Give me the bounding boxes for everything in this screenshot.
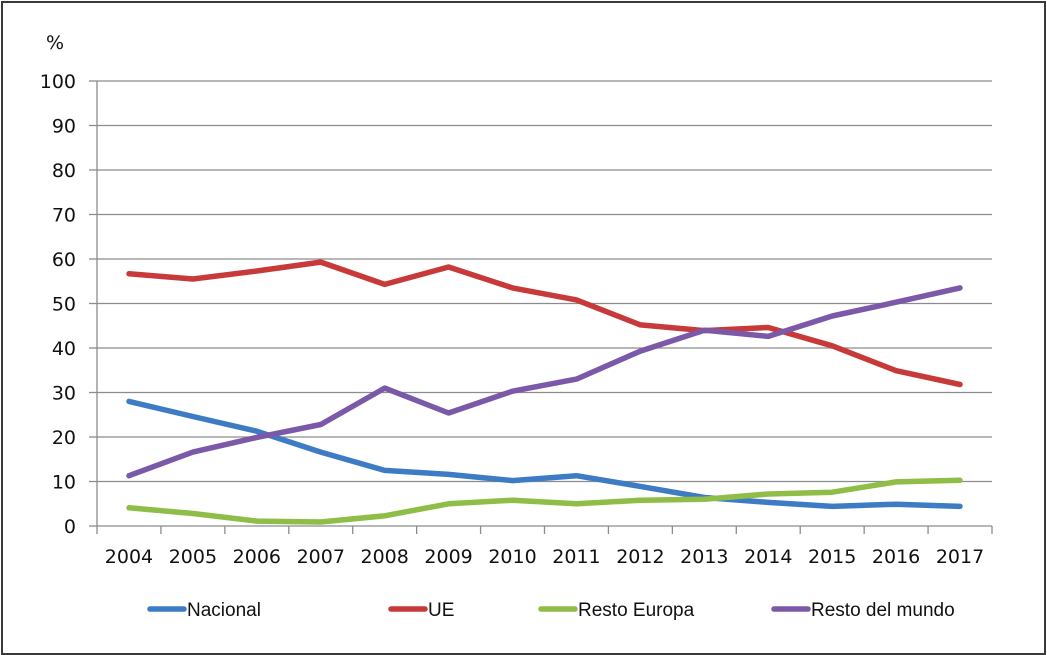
- x-tick-label: 2011: [552, 546, 600, 568]
- legend-label: Resto Europa: [578, 600, 695, 621]
- y-tick-label: 100: [40, 71, 76, 93]
- x-tick-label: 2009: [424, 546, 472, 568]
- y-tick-label: 0: [64, 516, 76, 538]
- y-tick-label: 80: [52, 160, 76, 182]
- series-lines: [126, 259, 963, 525]
- series-line-ue: [126, 259, 963, 388]
- legend-label: Nacional: [187, 600, 261, 621]
- y-tick-label: 40: [52, 338, 76, 360]
- x-tick-label: 2015: [808, 546, 856, 568]
- x-tick-label: 2013: [680, 546, 728, 568]
- legend-item-ue: UE: [388, 600, 454, 621]
- y-tick-label: 60: [52, 249, 76, 271]
- series-line-resto-europa: [126, 477, 963, 525]
- legend-item-resto-europa: Resto Europa: [538, 600, 695, 621]
- y-tick-label: 90: [52, 116, 76, 138]
- series-resto-del-mundo: [126, 285, 963, 479]
- x-tick-label: 2012: [616, 546, 664, 568]
- legend-label: UE: [428, 600, 454, 621]
- x-tick-label: 2007: [297, 546, 345, 568]
- x-tick-label: 2008: [360, 546, 408, 568]
- legend-item-resto-del-mundo: Resto del mundo: [771, 600, 955, 621]
- x-tick-label: 2006: [233, 546, 281, 568]
- x-tick-label: 2017: [936, 546, 984, 568]
- y-tick-label: 20: [52, 427, 76, 449]
- x-tick-label: 2016: [872, 546, 920, 568]
- y-tick-label: 10: [52, 472, 76, 494]
- legend-item-nacional: Nacional: [147, 600, 261, 621]
- x-tick-label: 2014: [744, 546, 792, 568]
- series-line-resto-del-mundo: [126, 285, 963, 479]
- x-tick-label: 2005: [169, 546, 217, 568]
- series-resto-europa: [126, 477, 963, 525]
- y-tick-label: 30: [52, 383, 76, 405]
- y-tick-label: 50: [52, 294, 76, 316]
- y-axis-unit-label: %: [46, 32, 64, 54]
- series-ue: [126, 259, 963, 388]
- legend: Nacional UE Resto Europa Resto del mundo: [147, 600, 955, 621]
- y-axis-ticks: 0 10 20 30 40 50 60 70 80 90 100: [40, 71, 97, 538]
- y-tick-label: 70: [52, 205, 76, 227]
- x-axis-ticks: 2004 2005 2006 2007 2008 2009 2010 2011 2012 2013…: [96, 526, 993, 568]
- legend-label: Resto del mundo: [811, 600, 955, 621]
- x-tick-label: 2010: [488, 546, 536, 568]
- x-tick-label: 2004: [105, 546, 153, 568]
- gridlines: [97, 80, 992, 483]
